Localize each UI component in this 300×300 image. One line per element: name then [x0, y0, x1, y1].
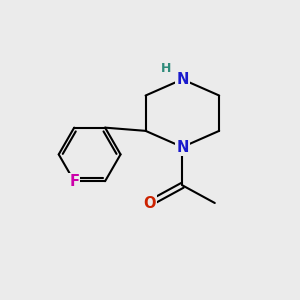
Text: H: H	[161, 61, 171, 75]
Text: N: N	[176, 140, 189, 154]
Text: N: N	[176, 72, 189, 87]
Text: F: F	[69, 174, 79, 189]
Text: O: O	[144, 196, 156, 211]
